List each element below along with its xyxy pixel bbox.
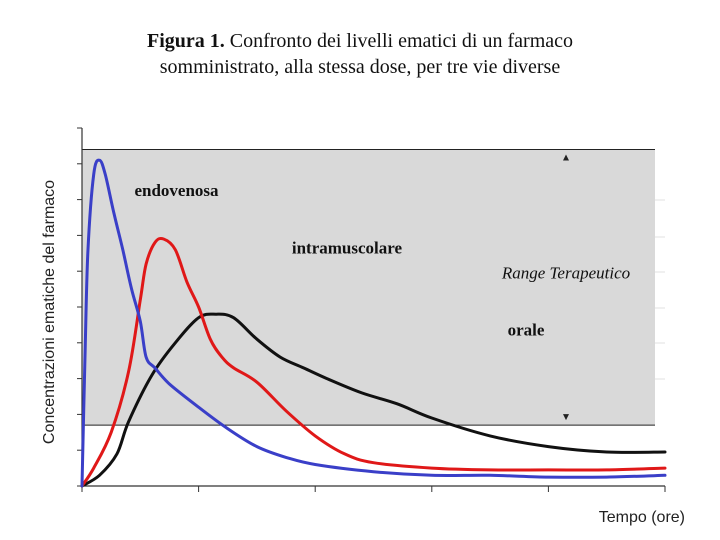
series-labels: endovenosa intramuscolare orale: [134, 181, 544, 340]
range-up-arrow: [563, 154, 569, 161]
range-label: Range Terapeutico: [501, 263, 630, 282]
series-lines: [80, 158, 667, 488]
series-line-endovenosa: [80, 158, 667, 488]
y-axis-label: Concentrazioni ematiche del farmaco: [41, 180, 58, 444]
figure-number: Figura 1.: [146, 30, 225, 52]
series-label-intramuscolare: intramuscolare: [292, 238, 403, 257]
range-band: [82, 149, 655, 426]
title-line-2: somministrato, alla stessa dose, per tre…: [159, 56, 561, 78]
chart-title: Figura 1. Confronto dei livelli ematici …: [60, 28, 660, 80]
range-down-arrow: [563, 414, 569, 421]
title-line-1: Confronto dei livelli ematici di un farm…: [229, 30, 573, 52]
series-line-orale: [80, 312, 667, 488]
x-axis-label: Tempo (ore): [599, 509, 685, 526]
series-label-endovenosa: endovenosa: [134, 181, 219, 200]
series-label-orale: orale: [508, 321, 545, 340]
therapeutic-range: Range Terapeutico: [82, 148, 665, 426]
